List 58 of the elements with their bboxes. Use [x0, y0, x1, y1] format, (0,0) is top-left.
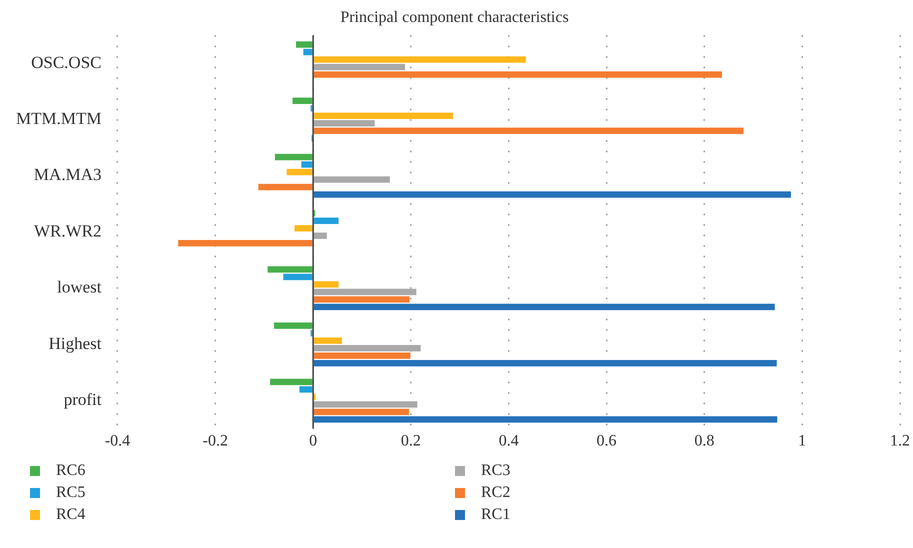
- bar: [314, 176, 390, 183]
- bar: [314, 64, 406, 70]
- y-tick-label: OSC.OSC: [31, 52, 102, 72]
- x-tick-label: 0: [309, 432, 318, 450]
- legend-label: RC3: [481, 462, 510, 480]
- y-tick-label: lowest: [57, 278, 102, 297]
- bar: [314, 352, 410, 359]
- bar: [270, 378, 312, 386]
- y-tick-label: profit: [64, 390, 102, 410]
- bar: [274, 322, 312, 329]
- bar: [314, 56, 526, 63]
- x-tick-label: 0.6: [596, 432, 617, 450]
- bar: [314, 401, 418, 408]
- bar: [301, 161, 312, 168]
- bar: [292, 98, 312, 104]
- y-tick-label: Highest: [48, 334, 102, 353]
- bar: [314, 296, 410, 303]
- bar: [314, 288, 416, 296]
- bar: [283, 274, 312, 280]
- x-tick-label: -0.4: [104, 432, 130, 450]
- bar: [314, 191, 791, 198]
- bar: [314, 360, 777, 366]
- legend-label: RC5: [56, 484, 86, 502]
- bar: [314, 281, 339, 288]
- bar: [314, 416, 778, 423]
- x-tick-label: 1: [798, 432, 806, 450]
- bar: [314, 338, 342, 344]
- bar: [314, 304, 775, 310]
- bar: [178, 240, 312, 246]
- legend-label: RC2: [481, 484, 510, 502]
- bar: [314, 345, 421, 352]
- bar: [314, 128, 744, 134]
- x-tick-label: -0.2: [202, 432, 228, 450]
- bar: [314, 112, 453, 119]
- legend-label: RC1: [481, 506, 510, 524]
- bar: [314, 120, 375, 126]
- x-tick-label: 0.2: [400, 432, 421, 450]
- bar: [286, 168, 312, 176]
- bar: [303, 48, 312, 56]
- x-tick-label: 0.4: [498, 432, 519, 450]
- bar: [314, 218, 339, 224]
- bar: [294, 225, 312, 232]
- y-tick-label: MTM.MTM: [16, 109, 102, 128]
- bar: [268, 266, 312, 273]
- bar: [296, 41, 312, 48]
- legend-label: RC4: [56, 506, 86, 524]
- legend-label: RC6: [56, 462, 86, 480]
- bar: [314, 71, 722, 78]
- bar: [258, 184, 312, 190]
- chart-title: Principal component characteristics: [340, 8, 569, 26]
- y-tick-label: MA.MA3: [34, 165, 102, 184]
- bar: [299, 386, 312, 393]
- x-tick-label: 0.8: [694, 432, 714, 450]
- bar: [274, 154, 312, 160]
- x-tick-label: 1.2: [890, 432, 910, 450]
- bar: [314, 408, 409, 416]
- y-tick-label: WR.WR2: [34, 221, 102, 240]
- bar: [314, 232, 327, 239]
